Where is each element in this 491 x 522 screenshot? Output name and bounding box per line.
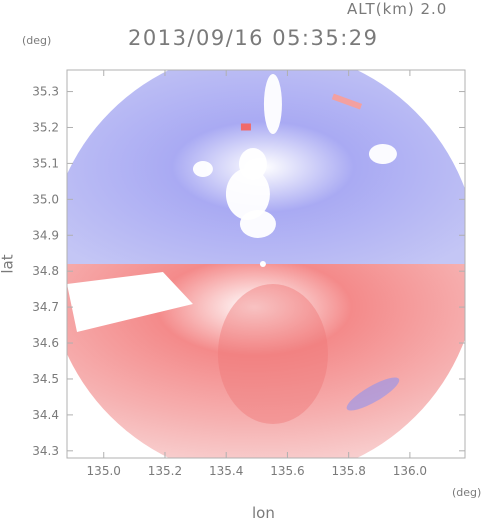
velocity-field	[67, 70, 465, 458]
y-tick-label: 34.3	[32, 444, 59, 458]
plot-frame	[66, 69, 466, 459]
y-tick-label: 34.5	[32, 372, 59, 386]
no-data-patch	[238, 148, 267, 180]
x-tick-label: 135.0	[87, 464, 121, 478]
no-data-patch	[368, 144, 397, 164]
y-tick-label: 34.6	[32, 336, 59, 350]
y-tick-label: 35.1	[32, 156, 59, 170]
radar-site	[259, 261, 266, 267]
x-tick-label: 135.6	[270, 464, 304, 478]
no-data-patch	[225, 168, 270, 220]
echo-streak	[331, 93, 363, 110]
x-tick-label: 135.8	[331, 464, 365, 478]
away-core	[217, 284, 328, 424]
x-axis: 135.0 135.2 135.4 135.6 135.8 136.0	[87, 70, 427, 478]
y-tick-label: 34.8	[32, 264, 59, 278]
x-tick-label: 136.0	[393, 464, 427, 478]
y-tick-label: 34.7	[32, 300, 59, 314]
y-axis: 34.3 34.4 34.5 34.6 34.7 34.8 34.9 35.0 35.1 35.2…	[32, 85, 465, 458]
y-tick-label: 34.4	[32, 408, 59, 422]
x-tick-label: 135.2	[148, 464, 182, 478]
y-axis-unit: (deg)	[22, 34, 52, 47]
no-data-patch	[239, 210, 276, 238]
y-tick-label: 35.3	[32, 85, 59, 99]
echo-streak	[240, 123, 251, 131]
y-tick-label: 34.9	[32, 228, 59, 242]
x-axis-label: lon	[252, 504, 275, 522]
no-data-patch	[263, 74, 282, 134]
y-tick-label: 35.2	[32, 120, 59, 134]
chart-title: 2013/09/16 05:35:29	[128, 26, 379, 50]
away-velocity-region	[67, 264, 465, 458]
no-data-patch	[192, 161, 213, 177]
x-tick-label: 135.4	[209, 464, 243, 478]
no-data-wedge	[67, 272, 193, 332]
y-tick-label: 35.0	[32, 192, 59, 206]
x-axis-unit: (deg)	[452, 486, 482, 499]
toward-streak	[346, 377, 400, 411]
altitude-label: ALT(km) 2.0	[347, 0, 448, 18]
